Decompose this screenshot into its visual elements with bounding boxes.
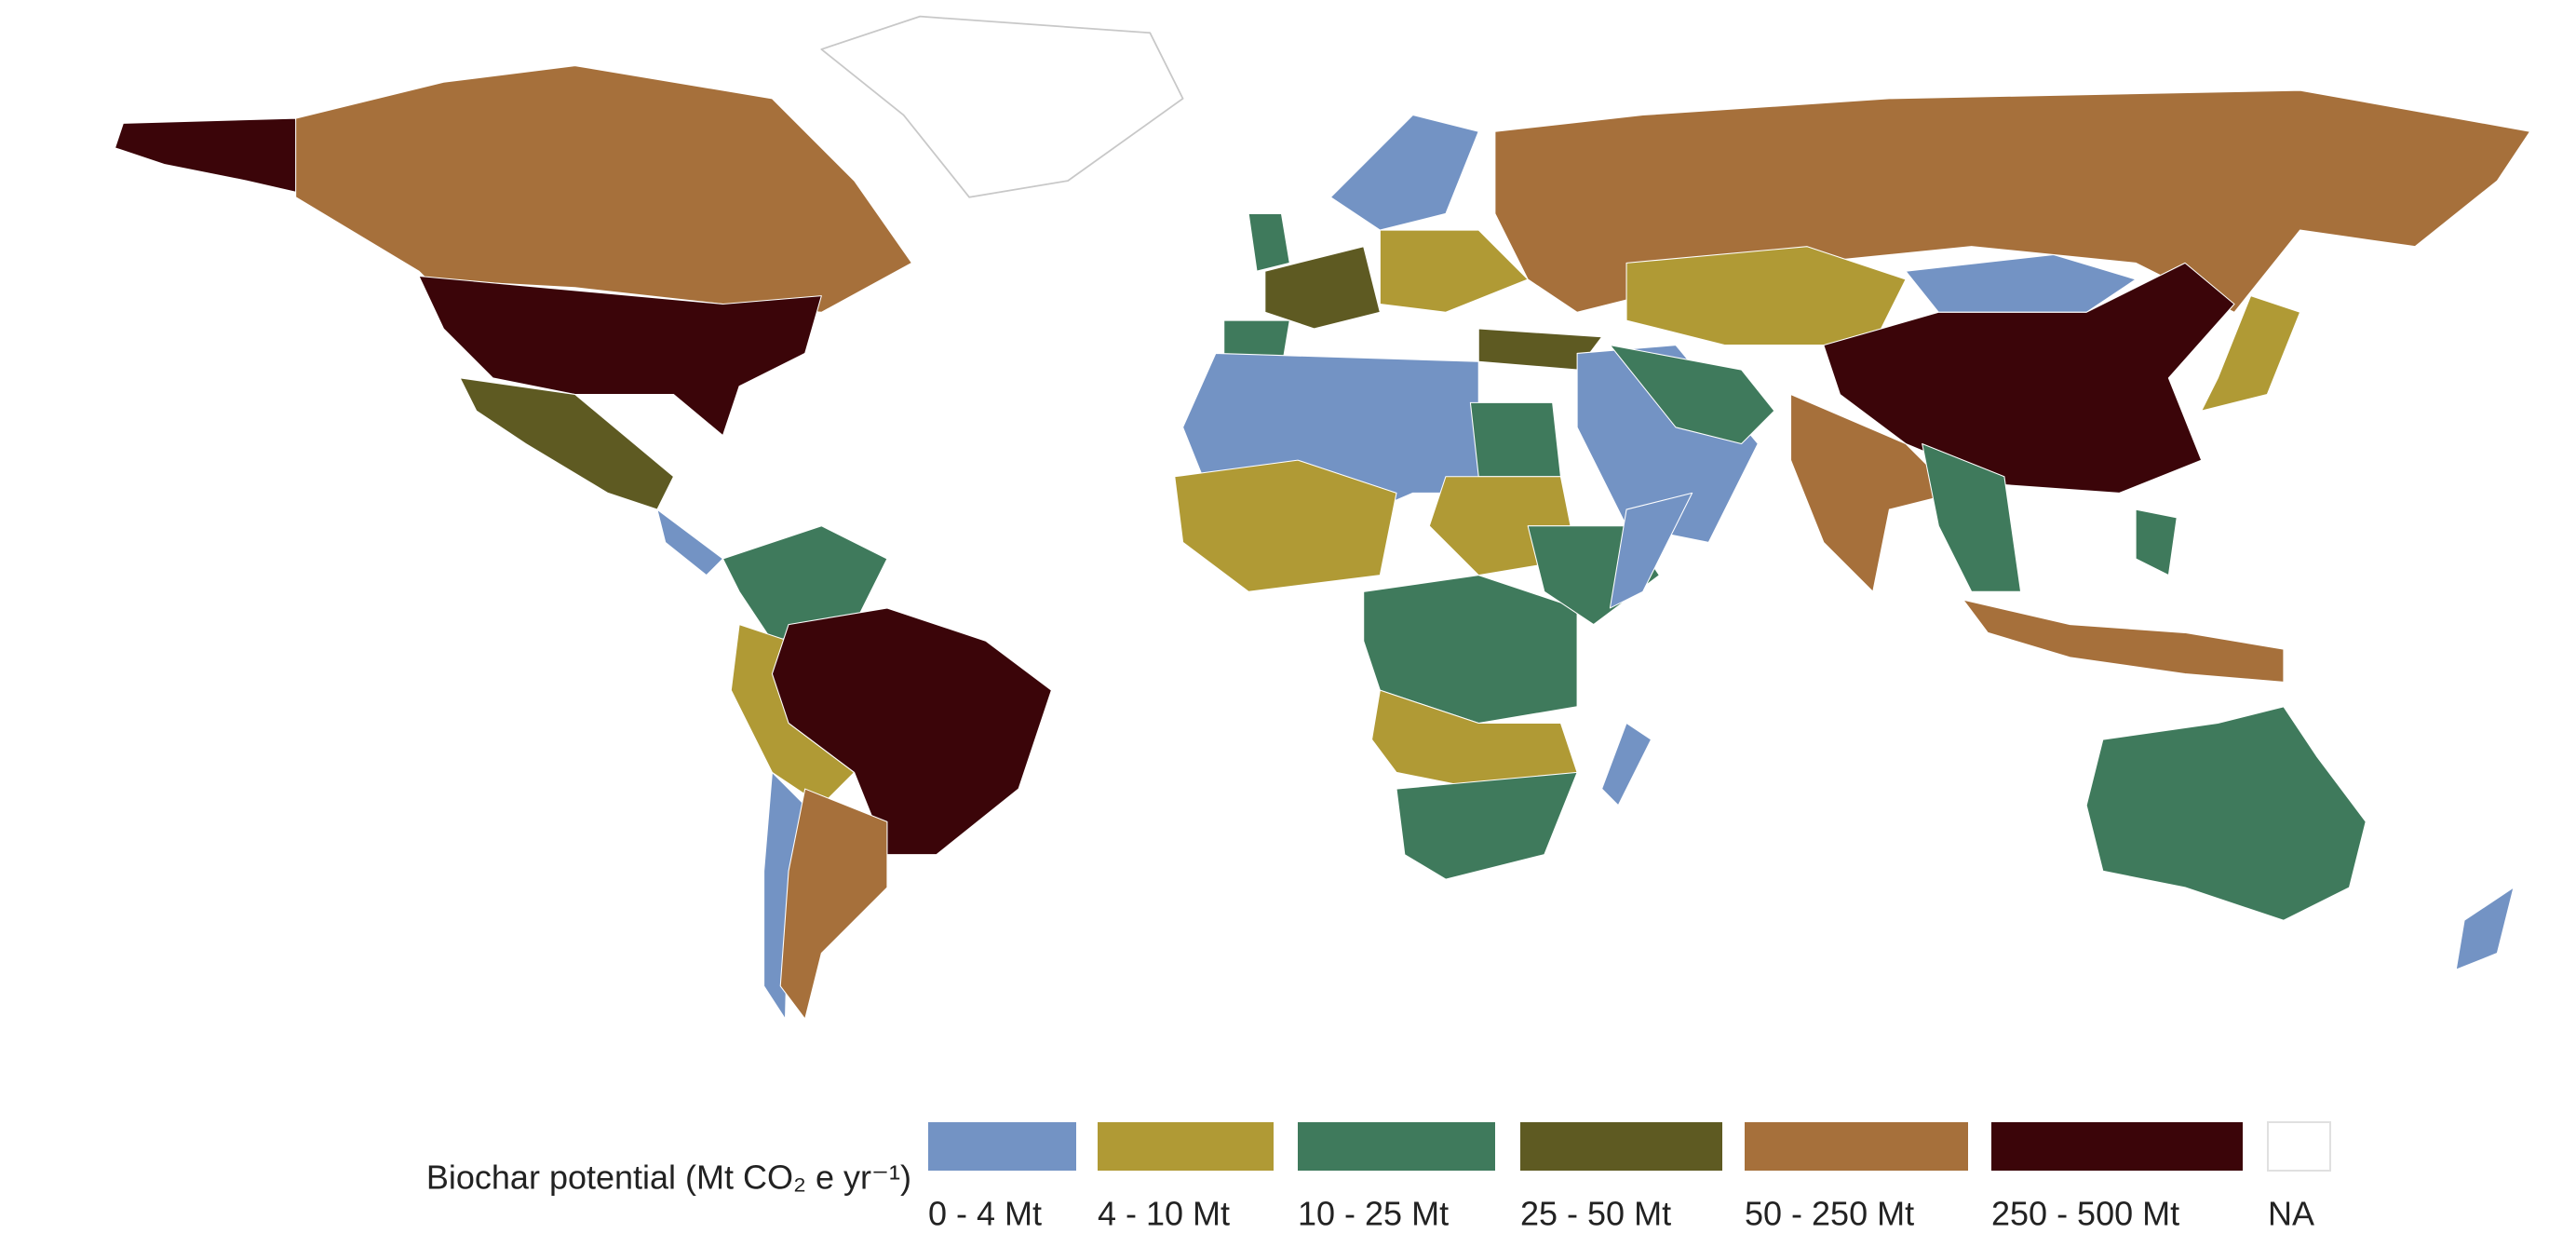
- country: [1601, 722, 1652, 806]
- legend-title: Biochar potential (Mt CO₂ e yr⁻¹): [426, 1159, 911, 1197]
- legend-label: 250 - 500 Mt: [1991, 1195, 2179, 1233]
- country: [1264, 246, 1381, 330]
- country: [1329, 114, 1479, 231]
- country: [1922, 442, 2022, 592]
- country: [1469, 401, 1561, 478]
- legend-swatch: [928, 1122, 1076, 1171]
- country: [114, 117, 304, 195]
- country: [1609, 345, 1775, 444]
- legend-swatch: [1098, 1122, 1274, 1171]
- country: [779, 788, 888, 1020]
- country: [2085, 706, 2367, 921]
- country: [418, 275, 822, 437]
- world-map: [114, 15, 2531, 1020]
- legend-label: 0 - 4 Mt: [928, 1195, 1042, 1233]
- legend-swatch: [1991, 1122, 2243, 1171]
- country: [656, 508, 723, 576]
- legend: 0 - 4 Mt 4 - 10 Mt 10 - 25 Mt 25 - 50 Mt 50 …: [928, 1121, 2331, 1233]
- legend-swatch: [1745, 1122, 1968, 1171]
- country: [1823, 262, 2235, 494]
- country: [1789, 393, 1956, 592]
- country: [459, 377, 675, 510]
- legend-label: NA: [2268, 1195, 2314, 1233]
- country: [2135, 508, 2178, 576]
- country: [1379, 229, 1529, 313]
- legend-swatch: [1520, 1122, 1722, 1171]
- country: [295, 65, 912, 313]
- country: [1363, 575, 1578, 724]
- country: [1609, 492, 1693, 609]
- legend-label: 10 - 25 Mt: [1298, 1195, 1449, 1233]
- legend-label: 50 - 250 Mt: [1745, 1195, 1914, 1233]
- country: [2455, 887, 2515, 970]
- country: [771, 607, 1052, 856]
- country: [1174, 459, 1397, 592]
- legend-swatch: [1298, 1122, 1495, 1171]
- country: [820, 15, 1184, 198]
- country: [1905, 253, 2137, 313]
- legend-label: 4 - 10 Mt: [1098, 1195, 1230, 1233]
- country: [1396, 771, 1578, 880]
- legend-label: 25 - 50 Mt: [1520, 1195, 1671, 1233]
- country: [1625, 246, 1907, 346]
- country: [2201, 295, 2301, 412]
- legend-swatch: [2267, 1121, 2331, 1172]
- country: [1962, 599, 2285, 683]
- country: [1248, 212, 1290, 272]
